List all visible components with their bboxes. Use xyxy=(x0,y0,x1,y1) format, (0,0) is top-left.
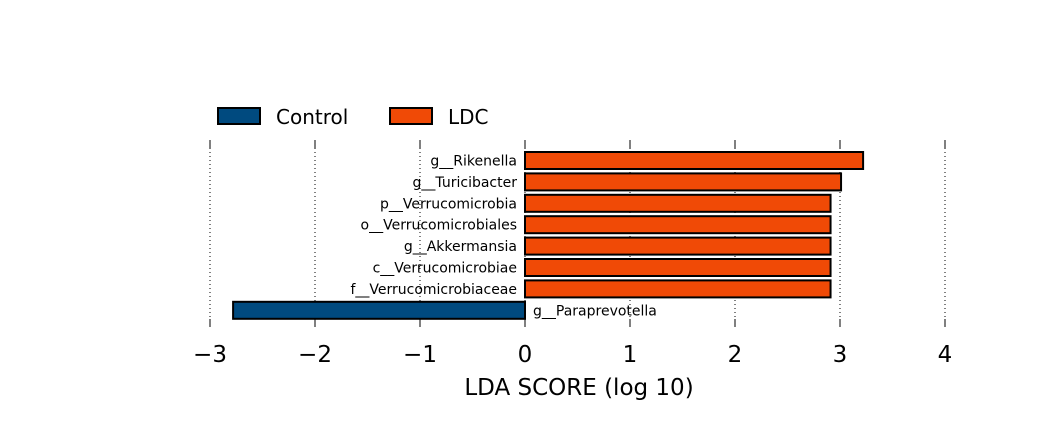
bar xyxy=(524,258,832,277)
bar xyxy=(524,193,832,213)
bar-label: g__Paraprevotella xyxy=(533,303,657,319)
bar-label: p__Verrucomicrobia xyxy=(380,196,517,212)
x-tick-label: 3 xyxy=(833,342,848,368)
bar xyxy=(524,215,832,235)
x-tick-label: 0 xyxy=(518,342,533,368)
x-tick-label: 4 xyxy=(938,342,953,368)
x-tick-label: 1 xyxy=(623,342,638,368)
legend-label: LDC xyxy=(448,105,489,129)
bar-label: g__Rikenella xyxy=(430,154,517,170)
x-tick-label: −3 xyxy=(193,342,227,368)
legend-label: Control xyxy=(276,105,348,129)
bar-label: g__Turicibacter xyxy=(413,175,518,191)
bar xyxy=(524,279,832,299)
x-tick-label: −1 xyxy=(403,342,437,368)
bar xyxy=(524,151,865,170)
bar-label: c__Verrucomicrobiae xyxy=(373,261,517,277)
bar-labels: g__Rikenella g__Turicibacter p__Verrucomic… xyxy=(350,154,656,320)
legend-swatch xyxy=(217,107,261,125)
bar xyxy=(232,300,526,320)
legend: Control LDC xyxy=(217,105,489,129)
bar-label: f__Verrucomicrobiaceae xyxy=(350,282,517,298)
bars xyxy=(232,151,865,320)
bar xyxy=(524,172,843,192)
x-axis-ticks: −3 −2 −1 0 1 2 3 4 xyxy=(193,140,952,368)
x-tick-label: −2 xyxy=(298,342,332,368)
x-tick-label: 2 xyxy=(728,342,743,368)
legend-swatch xyxy=(389,107,433,125)
bar-label: g__Akkermansia xyxy=(404,239,517,255)
bar-label: o__Verrucomicrobiales xyxy=(361,218,517,234)
x-axis-title: LDA SCORE (log 10) xyxy=(464,375,693,401)
bar xyxy=(524,236,832,256)
